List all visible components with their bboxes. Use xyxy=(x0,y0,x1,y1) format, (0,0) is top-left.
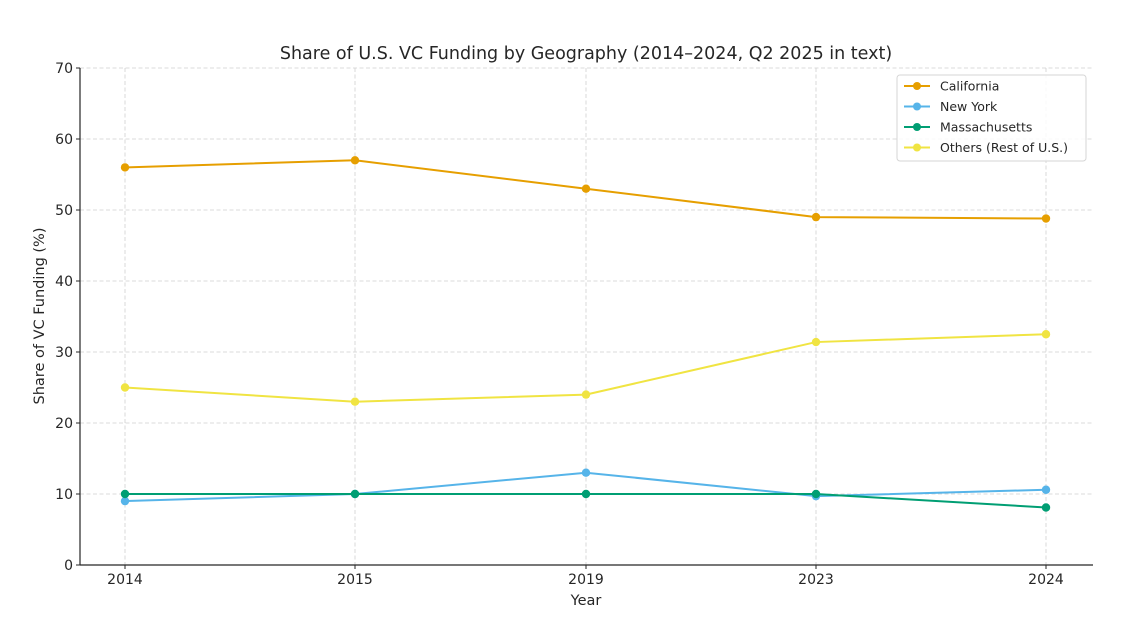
y-tick-label: 40 xyxy=(55,274,73,290)
data-point xyxy=(1041,330,1051,339)
legend-marker xyxy=(913,102,921,111)
y-tick-label: 70 xyxy=(55,61,73,77)
grid xyxy=(80,67,1093,565)
y-tick-label: 60 xyxy=(55,132,73,148)
data-point xyxy=(811,489,821,499)
legend-marker xyxy=(913,123,921,131)
data-point xyxy=(1041,503,1051,512)
y-tick-label: 50 xyxy=(55,203,73,219)
x-tick-label: 2024 xyxy=(1028,572,1064,588)
data-point xyxy=(811,337,821,347)
legend-frame xyxy=(896,74,1087,162)
legend-item: Others (Rest of U.S.) xyxy=(904,140,1068,155)
y-tick-label: 30 xyxy=(55,345,73,361)
series-california xyxy=(120,156,1051,223)
x-axis-label: Year xyxy=(570,593,602,609)
data-point xyxy=(350,397,360,406)
legend-label: Others (Rest of U.S.) xyxy=(940,140,1068,155)
series-massachusetts xyxy=(120,489,1051,512)
y-axis-ticks: 0 10 20 30 40 50 60 70 xyxy=(55,61,80,574)
data-point xyxy=(811,212,821,222)
legend-label: New York xyxy=(940,99,998,114)
legend-item: Massachusetts xyxy=(904,120,1032,135)
y-tick-label: 0 xyxy=(64,558,73,574)
data-point xyxy=(120,163,130,172)
legend-label: California xyxy=(940,79,999,94)
chart-title: Share of U.S. VC Funding by Geography (2… xyxy=(280,44,892,64)
y-tick-label: 10 xyxy=(55,487,73,503)
data-point xyxy=(1041,485,1051,494)
data-point xyxy=(120,496,130,506)
x-tick-label: 2015 xyxy=(337,572,373,588)
data-point xyxy=(120,383,130,392)
series-layer xyxy=(120,156,1051,512)
legend: California New York Massachusetts Others (R… xyxy=(896,74,1087,162)
data-point xyxy=(1041,214,1051,223)
x-tick-label: 2014 xyxy=(107,572,143,588)
data-point xyxy=(120,489,130,499)
x-tick-label: 2019 xyxy=(568,572,604,588)
y-tick-label: 20 xyxy=(55,416,73,432)
y-axis-label: Share of VC Funding (%) xyxy=(32,228,48,405)
legend-item: California xyxy=(904,79,999,94)
x-tick-label: 2023 xyxy=(798,572,834,588)
series-others-rest-of-u-s xyxy=(120,330,1051,406)
legend-marker xyxy=(913,82,921,90)
legend-marker xyxy=(913,143,921,152)
data-point xyxy=(581,390,591,399)
data-point xyxy=(581,184,591,193)
data-point xyxy=(350,156,360,165)
data-point xyxy=(350,489,360,499)
data-point xyxy=(581,468,591,477)
legend-label: Massachusetts xyxy=(940,120,1032,135)
legend-item: New York xyxy=(904,99,998,114)
data-point xyxy=(581,489,591,499)
x-axis-ticks: 2014 2015 2019 2023 2024 xyxy=(107,565,1064,588)
